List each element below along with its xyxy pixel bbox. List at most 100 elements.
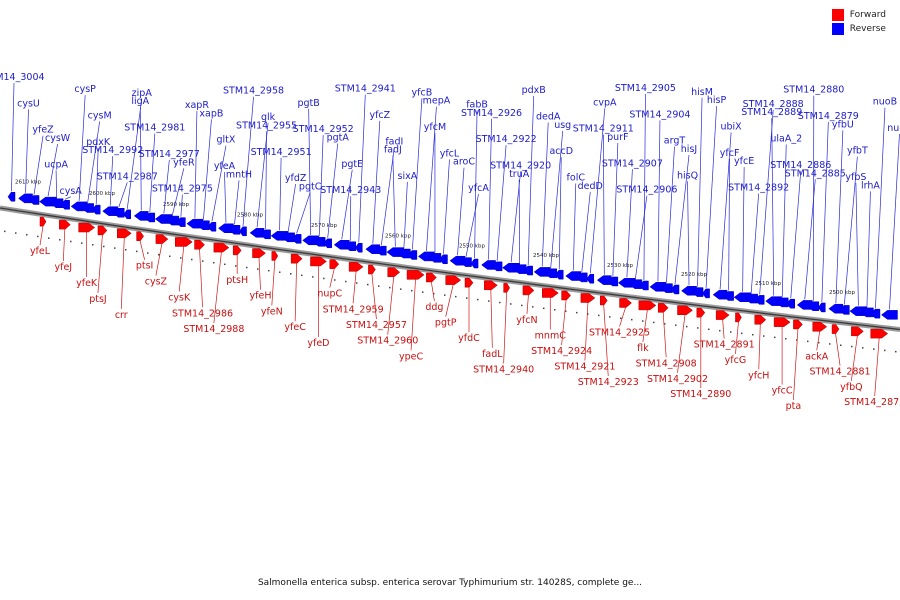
gene-leader [889,134,900,310]
gene-arrow [39,216,47,227]
reverse-gene-yfdz: yfdZ [281,173,307,243]
gene-label: STM14_2955 [236,120,297,131]
gene-arrow [228,225,241,235]
gene-label: fadI [385,136,403,147]
gene-leader [224,171,227,223]
gene-label: yfcG [725,355,747,366]
gene-leader [199,249,203,308]
reverse-gene-aroc: aroC [449,157,475,266]
grid-dot [730,331,732,333]
forward-gene-pta: pta [786,319,803,412]
gene-label: STM14_2886 [770,160,831,171]
gene-label: cysA [59,186,82,197]
gene-leader [496,145,507,261]
gene-leader [844,156,858,305]
forward-gene-crr: crr [115,228,132,321]
grid-dot [48,237,50,239]
gene-leader [258,257,261,290]
gene-label: zipA [132,88,153,99]
grid-dot [125,249,127,251]
grid-dot [829,343,831,345]
gene-leader [410,279,416,351]
gene-arrow [271,251,279,261]
gene-label: STM14_2941 [335,84,396,95]
gene-leader [387,276,395,335]
reverse-gene-fadj: fadJ [384,145,405,257]
gene-arrow [123,209,132,220]
grid-dot [675,324,677,326]
gene-leader [581,191,591,272]
genome-backbone [0,205,900,332]
gene-arrow [831,324,840,334]
gene-arrow [793,319,803,330]
grid-dot [103,245,105,248]
gene-label: nupC [317,289,342,300]
gene-arrow [213,242,230,253]
gene-label: STM14_2885 [785,168,846,179]
gene-leader [742,167,745,292]
gene-leader [358,94,366,243]
gene-arrow [754,315,767,325]
gene-arrow [786,298,796,309]
grid-dot [378,285,380,287]
gene-label: fabB [466,99,488,110]
gene-label: ucpA [44,159,68,170]
gene-leader [722,319,725,339]
gene-arrow [696,307,706,318]
gene-label: cysP [74,84,96,95]
gene-label: ypeC [399,351,423,362]
gene-label: STM14_2908 [636,358,697,369]
gene-label: yfcM [424,122,446,133]
grid-dot [290,273,292,275]
forward-gene-ptsj: ptsJ [89,225,108,305]
grid-dot [59,239,61,241]
gene-label: fadJ [384,145,402,156]
gene-arrow [291,234,302,244]
gene-leader [139,240,145,260]
grid-dot [499,301,501,304]
grid-dot [213,261,215,264]
grid-dot [235,265,237,267]
gene-label: pdxK [86,137,111,148]
forward-gene-stm14-2923: STM14_2923 [578,295,639,388]
tick-label: 2580 kbp [237,213,263,219]
forward-gene-yfch: yfcH [748,315,769,381]
reverse-gene-mnth: mntH [226,169,252,235]
gene-label: yfdC [458,333,480,344]
gene-arrow [59,219,71,230]
grid-dot [653,321,655,324]
gene-label: STM14_2875 [844,397,900,408]
gene-leader [371,274,377,320]
gene-leader [851,335,858,381]
tick-label: 2600 kbp [89,191,115,197]
gene-leader [874,338,880,397]
gene-label: mepA [423,96,451,107]
gene-leader [39,226,44,246]
gene-arrow [586,274,595,284]
gene-leader [474,110,478,259]
gene-label: ptsH [226,275,248,286]
gene-arrow [575,272,588,283]
gene-label: STM14_2923 [578,377,639,388]
gene-leader [697,97,703,287]
forward-gene-nupc: nupC [317,259,342,300]
grid-dot [642,320,644,322]
gene-label: folC [567,173,586,184]
gene-label: nuoA [887,123,900,134]
reverse-swatch [831,23,844,35]
gene-label: pgtA [327,133,350,144]
gene-label: argT [664,136,686,147]
gene-arrow [112,207,125,218]
forward-gene-stm14-2908: STM14_2908 [636,303,697,369]
backbone-line [0,207,900,331]
gene-label: STM14_2977 [139,149,200,160]
grid-dot [598,314,600,317]
forward-gene-cysz: cysZ [145,234,169,288]
gene-leader [149,133,156,212]
gene-leader [64,196,71,200]
grid-dot [543,307,545,310]
kbp-ticks: 2610 kbp 2600 kbp 2590 kbp 2580 kbp 2570 kbp… [4,180,897,353]
grid-dot [851,345,853,348]
grid-dot [169,255,171,258]
gene-label: dedD [578,181,603,192]
